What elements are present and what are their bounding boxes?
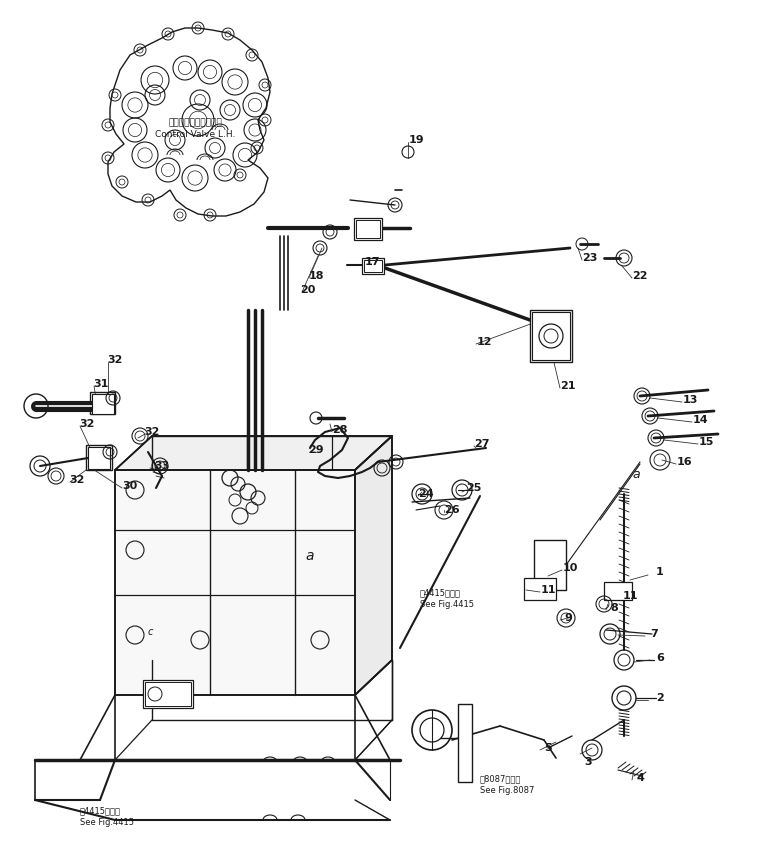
Text: See Fig.8087: See Fig.8087 bbox=[480, 786, 534, 795]
Text: 32: 32 bbox=[70, 475, 85, 485]
Text: 16: 16 bbox=[676, 457, 692, 467]
Text: 24: 24 bbox=[418, 489, 434, 499]
Text: 2: 2 bbox=[656, 693, 664, 703]
Text: 32: 32 bbox=[144, 427, 160, 437]
Text: 4: 4 bbox=[636, 773, 644, 783]
Text: a: a bbox=[306, 549, 314, 563]
Bar bbox=[362, 258, 384, 274]
Text: 7: 7 bbox=[650, 629, 658, 639]
Text: 27: 27 bbox=[474, 439, 490, 449]
Bar bbox=[532, 312, 570, 360]
Bar bbox=[604, 582, 632, 600]
Bar bbox=[356, 220, 380, 238]
Polygon shape bbox=[115, 470, 355, 695]
Bar bbox=[530, 310, 572, 362]
Text: 18: 18 bbox=[308, 271, 324, 281]
Text: 9: 9 bbox=[564, 613, 572, 623]
Text: See Fig.4415: See Fig.4415 bbox=[80, 818, 134, 827]
Text: 10: 10 bbox=[562, 563, 578, 573]
Text: 19: 19 bbox=[408, 135, 424, 145]
Text: 32: 32 bbox=[107, 355, 123, 365]
Text: 31: 31 bbox=[93, 379, 108, 389]
Polygon shape bbox=[355, 436, 392, 695]
Text: 29: 29 bbox=[308, 445, 324, 455]
Text: a: a bbox=[632, 468, 639, 481]
Bar bbox=[88, 447, 110, 469]
Text: 5: 5 bbox=[544, 743, 552, 753]
Text: コントロールバルブ左: コントロールバルブ左 bbox=[168, 118, 222, 127]
Text: 22: 22 bbox=[633, 271, 648, 281]
Text: 33: 33 bbox=[154, 461, 170, 471]
Text: 11: 11 bbox=[622, 591, 638, 601]
Text: 11: 11 bbox=[540, 585, 555, 595]
Text: 第8087図参照: 第8087図参照 bbox=[480, 774, 521, 783]
Bar bbox=[92, 394, 114, 414]
Text: 26: 26 bbox=[444, 505, 460, 515]
Text: 20: 20 bbox=[300, 285, 316, 295]
Text: 6: 6 bbox=[656, 653, 664, 663]
Text: 3: 3 bbox=[584, 757, 592, 767]
Text: 23: 23 bbox=[582, 253, 597, 263]
Polygon shape bbox=[86, 445, 112, 470]
Bar bbox=[354, 218, 382, 240]
Text: 17: 17 bbox=[364, 257, 380, 267]
Text: 第4415図参照: 第4415図参照 bbox=[420, 588, 461, 597]
Polygon shape bbox=[524, 578, 556, 600]
Text: 12: 12 bbox=[476, 337, 492, 347]
Polygon shape bbox=[534, 540, 566, 590]
Text: 32: 32 bbox=[79, 419, 95, 429]
Text: 21: 21 bbox=[560, 381, 576, 391]
Bar bbox=[364, 260, 382, 272]
Text: 8: 8 bbox=[610, 603, 618, 613]
Text: 28: 28 bbox=[332, 425, 348, 435]
Text: c: c bbox=[147, 627, 153, 637]
Text: 1: 1 bbox=[656, 567, 664, 577]
Text: 30: 30 bbox=[122, 481, 138, 491]
Bar bbox=[143, 680, 193, 708]
Text: See Fig.4415: See Fig.4415 bbox=[420, 600, 474, 609]
Polygon shape bbox=[115, 436, 392, 470]
Text: 15: 15 bbox=[698, 437, 714, 447]
Text: 13: 13 bbox=[682, 395, 698, 405]
Text: 25: 25 bbox=[466, 483, 481, 493]
Text: 第4415図参照: 第4415図参照 bbox=[80, 806, 121, 815]
Text: 14: 14 bbox=[692, 415, 707, 425]
Text: Control Valve L.H.: Control Valve L.H. bbox=[155, 130, 235, 139]
Bar bbox=[458, 704, 472, 782]
Polygon shape bbox=[90, 392, 115, 414]
Bar bbox=[145, 682, 191, 706]
